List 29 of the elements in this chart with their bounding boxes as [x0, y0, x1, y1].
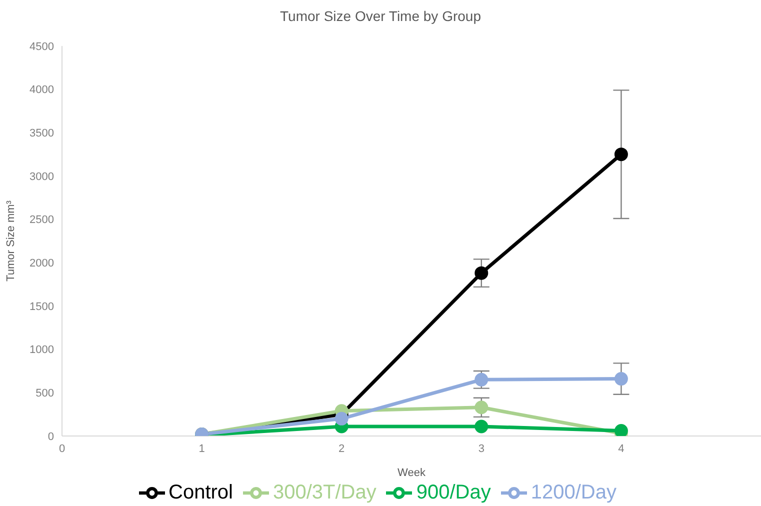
legend-label: 900/Day [416, 481, 491, 504]
chart-title: Tumor Size Over Time by Group [279, 8, 482, 24]
point [614, 372, 628, 386]
point [474, 420, 488, 434]
y-tick-label: 2000 [30, 258, 54, 270]
x-tick-label: 1 [198, 442, 205, 455]
y-tick-label: 3000 [30, 170, 54, 183]
point [474, 400, 488, 414]
y-tick-label: 1500 [30, 300, 54, 313]
y-tick-label: 500 [36, 388, 54, 400]
y-tick-label: 0 [48, 430, 54, 443]
x-tick-label: 4 [618, 442, 624, 455]
y-tick-label: 1000 [30, 344, 54, 356]
legend-label: Control [168, 481, 233, 504]
x-axis-title: Week [398, 467, 426, 479]
x-tick-label: 3 [478, 442, 484, 455]
y-axis-title: Tumor Size mm³ [4, 200, 17, 282]
y-tick-label: 4500 [30, 40, 54, 53]
point [334, 412, 348, 426]
y-tick-label: 4000 [30, 84, 54, 96]
legend-label: 300/3T/Day [272, 481, 376, 504]
x-tick-label: 2 [338, 442, 345, 455]
point [614, 424, 628, 436]
point [474, 266, 488, 280]
x-tick-label: 0 [58, 442, 66, 455]
point [614, 148, 628, 162]
legend-label: 1200/Day [530, 481, 616, 504]
y-tick-label: 3500 [30, 128, 54, 140]
y-tick-label: 2500 [30, 214, 54, 226]
